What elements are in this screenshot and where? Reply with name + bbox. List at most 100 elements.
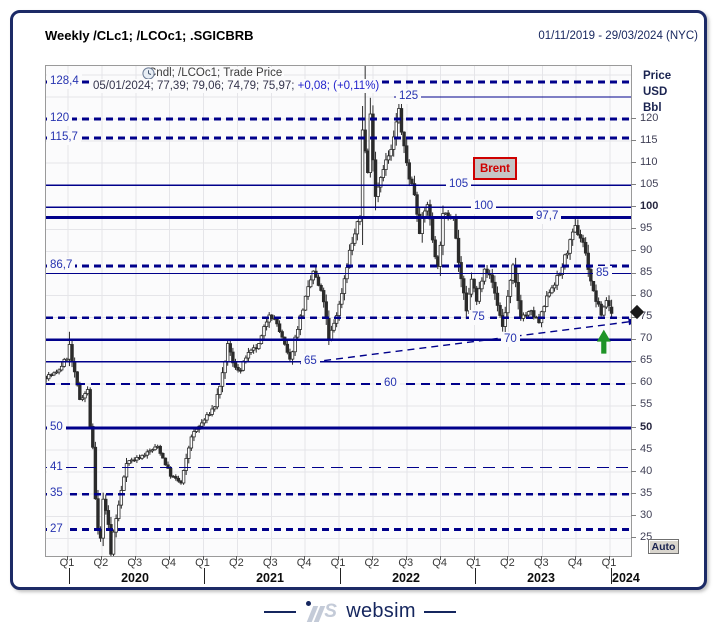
y-tick-mark — [631, 118, 636, 120]
y-tick-label: 80 — [640, 288, 653, 301]
y-tick-label: 85 — [640, 266, 653, 278]
x-quarter-label: Q3 — [398, 557, 414, 569]
y-tick-mark — [631, 206, 636, 208]
y-tick-mark — [631, 427, 636, 428]
y-axis-title-line: Bbl — [643, 102, 662, 114]
year-label: 2024 — [612, 571, 640, 585]
y-tick-label: 35 — [640, 486, 653, 499]
level-label-27: 27 — [47, 521, 66, 537]
level-label-86_7: 86,7 — [47, 258, 76, 273]
x-tick-mark — [236, 556, 238, 560]
x-tick-mark — [168, 556, 170, 560]
watermark-label: websim — [346, 600, 416, 622]
x-tick-mark — [202, 556, 204, 560]
x-quarter-label: Q4 — [161, 557, 176, 569]
y-tick-label: 50 — [640, 420, 653, 433]
chart-plot-area[interactable]: Cndl; /LCOc1; Trade Price 05/01/2024; 77… — [45, 65, 632, 557]
chart-date-range: 01/11/2019 - 29/03/2024 (NYC) — [538, 30, 698, 42]
x-tick-mark — [270, 556, 272, 560]
y-axis-title-line: Price — [643, 70, 672, 82]
y-tick-label: 55 — [640, 398, 653, 411]
y-tick-label: 95 — [640, 221, 653, 234]
legend-change: +0,08; (+0,11%) — [297, 80, 380, 92]
legend-ohlc: 05/01/2024; 77,39; 79,06; 74,79; 75,97; — [93, 80, 298, 92]
auto-scale-button[interactable]: Auto — [648, 539, 679, 554]
year-label: 2022 — [392, 571, 420, 585]
level-label-75: 75 — [469, 309, 488, 325]
y-tick-mark — [631, 140, 636, 142]
x-quarter-label: Q1 — [195, 557, 210, 569]
y-tick-label: 60 — [640, 376, 653, 389]
x-quarter-label: Q1 — [466, 557, 481, 569]
year-separator — [204, 568, 205, 584]
y-tick-mark — [631, 250, 636, 252]
y-tick-mark — [631, 404, 636, 406]
y-tick-mark — [631, 228, 636, 230]
year-label: 2023 — [527, 571, 555, 585]
y-tick-mark — [631, 184, 636, 186]
y-tick-mark — [631, 471, 636, 473]
x-tick-mark — [67, 556, 68, 560]
x-quarter-label: Q1 — [59, 557, 75, 569]
y-tick-mark — [631, 338, 636, 340]
y-tick-label: 120 — [640, 111, 659, 124]
y-tick-label: 75 — [640, 310, 653, 323]
y-tick-mark — [631, 162, 636, 164]
y-tick-mark — [631, 449, 636, 451]
x-tick-mark — [507, 556, 509, 560]
x-quarter-label: Q3 — [262, 557, 278, 569]
level-label-120: 120 — [47, 111, 73, 127]
level-label-35: 35 — [47, 486, 66, 502]
candlestick-canvas — [46, 66, 631, 556]
y-tick-mark — [631, 382, 636, 384]
x-tick-mark — [575, 556, 577, 560]
y-tick-label: 105 — [640, 177, 659, 190]
x-quarter-label: Q2 — [364, 557, 380, 569]
websim-logo-icon: S — [304, 600, 338, 623]
year-label: 2021 — [256, 571, 284, 585]
y-tick-mark — [631, 272, 636, 274]
x-quarter-label: Q2 — [93, 557, 109, 569]
x-quarter-label: Q4 — [567, 557, 583, 569]
year-separator — [610, 568, 612, 584]
x-tick-mark — [405, 556, 407, 560]
level-label-125: 125 — [396, 88, 422, 104]
x-tick-mark — [338, 556, 339, 560]
x-tick-mark — [100, 556, 102, 560]
y-tick-mark — [631, 294, 636, 296]
year-separator — [475, 568, 476, 584]
legend-series-label: Cndl; /LCOc1; Trade Price — [148, 67, 283, 79]
y-tick-mark — [631, 537, 636, 539]
level-label-100: 100 — [471, 199, 497, 215]
level-label-70: 70 — [501, 331, 520, 347]
watermark-rule-right — [423, 610, 456, 613]
y-tick-label: 90 — [640, 243, 653, 256]
x-tick-mark — [134, 556, 136, 560]
y-tick-label: 115 — [640, 133, 658, 146]
x-tick-mark — [304, 556, 306, 560]
instrument-label[interactable]: Brent — [473, 157, 517, 180]
year-label: 2020 — [121, 571, 149, 585]
x-tick-mark — [439, 556, 441, 560]
y-tick-label: 65 — [640, 354, 653, 367]
up-arrow-annotation[interactable] — [596, 329, 611, 354]
level-label-41: 41 — [47, 459, 66, 475]
x-quarter-label: Q2 — [229, 557, 244, 569]
level-label-60: 60 — [381, 375, 400, 391]
level-label-65: 65 — [301, 353, 320, 369]
x-quarter-label: Q1 — [330, 557, 346, 569]
legend-series[interactable]: Cndl; /LCOc1; Trade Price — [142, 67, 285, 80]
y-tick-label: 100 — [640, 199, 659, 212]
level-label-97_7: 97,7 — [533, 209, 562, 225]
y-tick-mark — [631, 360, 636, 362]
y-axis-title: Price USD Bbl — [643, 68, 671, 116]
level-label-105: 105 — [446, 177, 472, 193]
x-tick-mark — [541, 556, 543, 560]
x-quarter-label: Q3 — [533, 557, 549, 569]
websim-watermark: S websim — [0, 600, 720, 623]
y-tick-label: 40 — [640, 464, 653, 477]
y-tick-label: 30 — [640, 508, 653, 521]
level-label-115_7: 115,7 — [47, 130, 81, 145]
x-quarter-label: Q1 — [601, 557, 617, 569]
